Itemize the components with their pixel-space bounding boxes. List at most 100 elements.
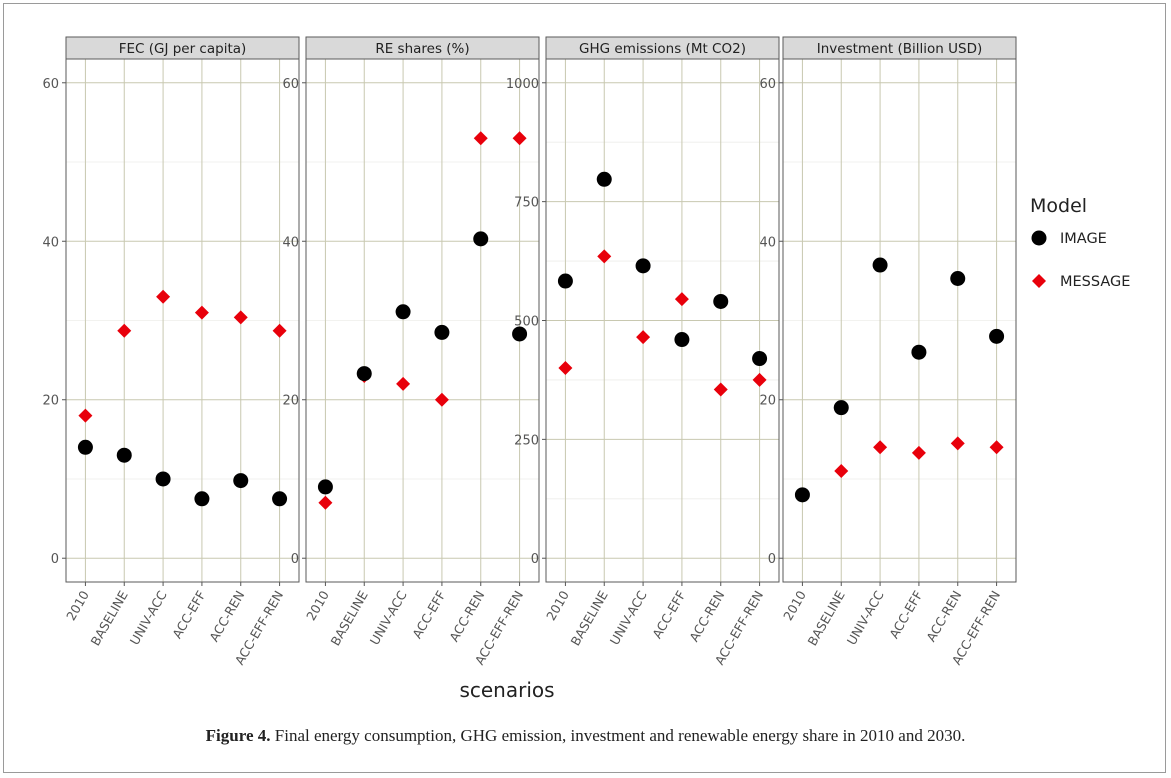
image-point: [395, 304, 411, 320]
message-point: [873, 440, 888, 455]
image-point: [635, 258, 651, 274]
x-tick-label: ACC-REN: [206, 588, 247, 644]
y-tick-label: 750: [514, 196, 539, 211]
x-tick-label: BASELINE: [87, 588, 130, 648]
image-point: [233, 473, 249, 489]
y-tick-label: 0: [531, 552, 539, 567]
facet-strip: [782, 36, 1017, 60]
message-point: [752, 372, 767, 387]
x-tick-label: ACC-REN: [923, 588, 964, 644]
y-tick-label: 500: [514, 315, 539, 330]
image-point: [911, 344, 927, 360]
x-tick-label: ACC-EFF: [649, 588, 688, 641]
message-point: [911, 445, 926, 460]
y-tick-label: 40: [42, 235, 59, 250]
image-point: [794, 487, 810, 503]
image-point: [317, 479, 333, 495]
image-point: [752, 351, 768, 367]
x-tick-label: ACC-EFF: [169, 588, 208, 641]
x-tick-label: BASELINE: [327, 588, 370, 648]
image-point: [356, 366, 372, 382]
facet-strip: [305, 36, 540, 60]
image-point: [596, 171, 612, 187]
x-tick-label: UNIV-ACC: [367, 588, 410, 648]
image-point: [872, 257, 888, 273]
y-tick-label: 250: [514, 433, 539, 448]
image-point: [116, 447, 132, 463]
y-tick-label: 1000: [506, 77, 539, 92]
y-tick-label: 20: [282, 394, 299, 409]
image-point: [950, 271, 966, 287]
x-tick-label: ACC-EFF: [886, 588, 925, 641]
image-point: [473, 231, 489, 247]
legend-key-message: [1032, 274, 1046, 288]
y-tick-label: 60: [42, 77, 59, 92]
y-tick-label: 0: [51, 552, 59, 567]
y-tick-label: 20: [42, 394, 59, 409]
legend-key-image: [1031, 230, 1047, 246]
facet-title: GHG emissions (Mt CO2): [579, 41, 746, 57]
message-point: [713, 382, 728, 397]
message-point: [597, 249, 612, 264]
y-tick-label: 60: [282, 77, 299, 92]
figure-caption-text: Final energy consumption, GHG emission, …: [270, 726, 966, 745]
x-tick-label: 2010: [303, 588, 332, 623]
message-point: [194, 305, 209, 320]
facet-strip: [545, 36, 780, 60]
x-tick-label: ACC-REN: [686, 588, 727, 644]
facet-title: RE shares (%): [375, 41, 469, 57]
message-point: [78, 408, 93, 423]
x-tick-label: UNIV-ACC: [607, 588, 650, 648]
image-point: [77, 439, 93, 455]
image-point: [674, 332, 690, 348]
x-tick-label: UNIV-ACC: [844, 588, 887, 648]
facet-strip: [65, 36, 300, 60]
x-tick-label: 2010: [543, 588, 572, 623]
x-tick-label: 2010: [780, 588, 809, 623]
legend-label: IMAGE: [1060, 231, 1107, 247]
figure-caption: Figure 4. Final energy consumption, GHG …: [0, 726, 1171, 746]
message-point: [473, 131, 488, 146]
message-point: [396, 376, 411, 391]
message-point: [834, 464, 849, 479]
message-point: [272, 323, 287, 338]
message-point: [233, 310, 248, 325]
legend-label: MESSAGE: [1060, 274, 1130, 290]
image-point: [557, 273, 573, 289]
message-point: [950, 436, 965, 451]
message-point: [989, 440, 1004, 455]
y-tick-label: 40: [282, 235, 299, 250]
message-point: [674, 292, 689, 307]
x-axis-title: scenarios: [459, 678, 554, 702]
y-tick-label: 0: [768, 552, 776, 567]
message-point: [636, 330, 651, 345]
x-tick-label: ACC-EFF: [409, 588, 448, 641]
facet-title: Investment (Billion USD): [817, 41, 983, 57]
message-point: [558, 361, 573, 376]
legend-title: Model: [1030, 195, 1087, 217]
message-point: [512, 131, 527, 146]
image-point: [434, 324, 450, 340]
message-point: [434, 392, 449, 407]
x-tick-label: BASELINE: [567, 588, 610, 648]
figure-caption-label: Figure 4.: [205, 726, 271, 745]
x-tick-label: 2010: [63, 588, 92, 623]
image-point: [989, 328, 1005, 344]
message-point: [318, 495, 333, 510]
x-tick-label: UNIV-ACC: [127, 588, 170, 648]
x-tick-label: BASELINE: [804, 588, 847, 648]
message-point: [156, 289, 171, 304]
image-point: [155, 471, 171, 487]
y-tick-label: 40: [759, 235, 776, 250]
image-point: [833, 400, 849, 416]
y-tick-label: 60: [759, 77, 776, 92]
facet-title: FEC (GJ per capita): [119, 41, 247, 57]
image-point: [512, 326, 528, 342]
image-point: [272, 491, 288, 507]
x-tick-label: ACC-REN: [446, 588, 487, 644]
image-point: [194, 491, 210, 507]
y-tick-label: 0: [291, 552, 299, 567]
message-point: [117, 323, 132, 338]
image-point: [713, 293, 729, 309]
